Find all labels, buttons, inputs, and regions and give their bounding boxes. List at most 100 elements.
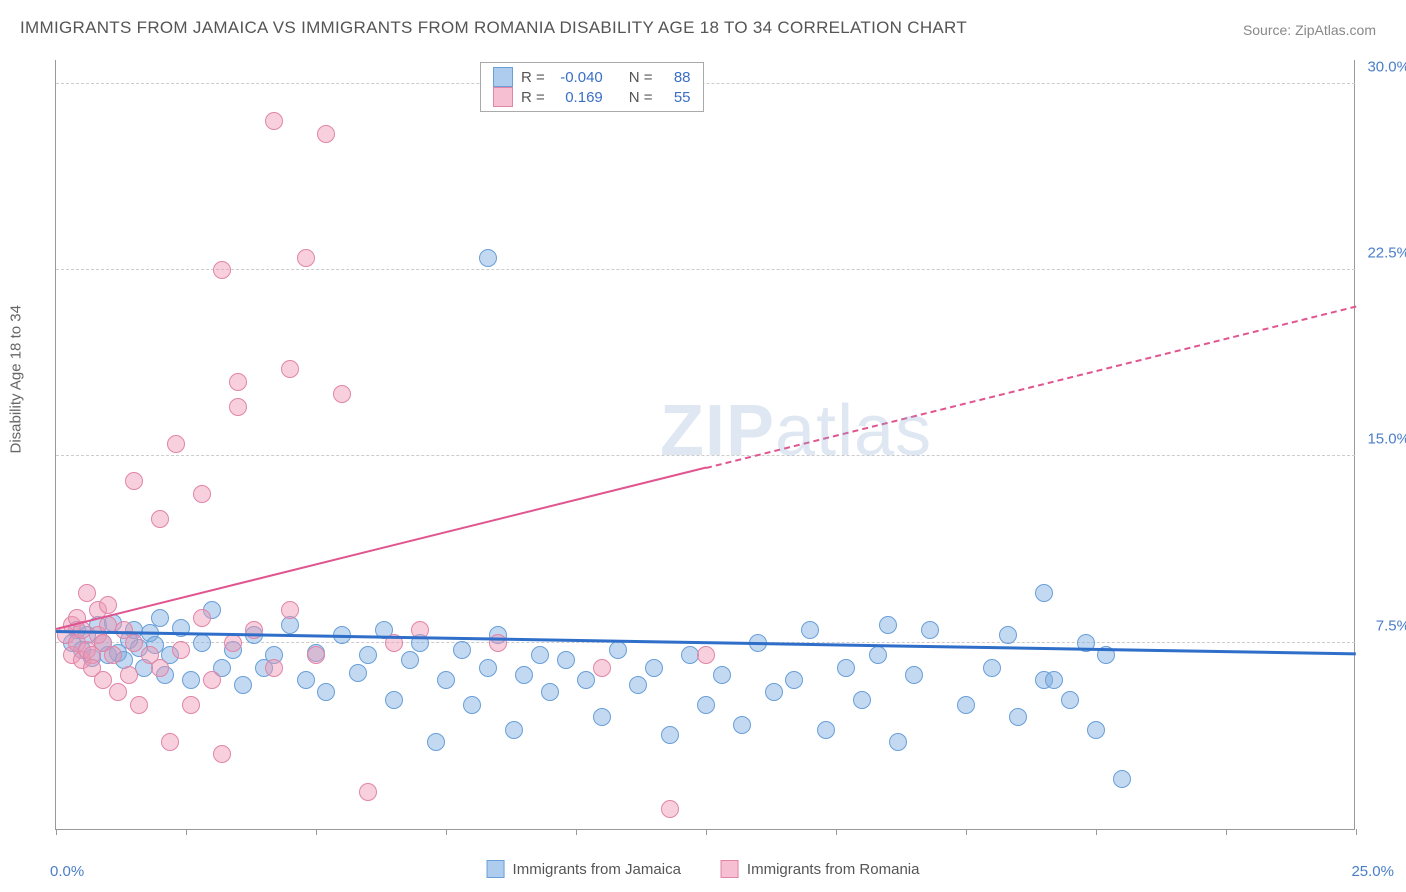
scatter-point [193, 485, 211, 503]
trendline [56, 467, 706, 630]
scatter-point [437, 671, 455, 689]
scatter-point [889, 733, 907, 751]
x-tick [446, 829, 447, 835]
scatter-point [733, 716, 751, 734]
scatter-point [817, 721, 835, 739]
scatter-point [999, 626, 1017, 644]
y-tick-label: 30.0% [1367, 58, 1406, 75]
scatter-point [281, 360, 299, 378]
scatter-point [385, 691, 403, 709]
scatter-plot-area: 7.5%15.0%22.5%30.0% [55, 60, 1355, 830]
scatter-point [1087, 721, 1105, 739]
scatter-point [151, 510, 169, 528]
scatter-point [172, 641, 190, 659]
y-tick-label: 15.0% [1367, 431, 1406, 448]
scatter-point [463, 696, 481, 714]
scatter-point [229, 398, 247, 416]
scatter-point [193, 634, 211, 652]
scatter-point [453, 641, 471, 659]
n-value-romania: 55 [661, 89, 691, 106]
scatter-point [1045, 671, 1063, 689]
x-tick [576, 829, 577, 835]
y-axis-label: Disability Age 18 to 34 [8, 305, 25, 453]
scatter-point [661, 800, 679, 818]
scatter-point [869, 646, 887, 664]
x-axis-max-label: 25.0% [1351, 863, 1394, 880]
legend-swatch-romania [721, 860, 739, 878]
x-tick [836, 829, 837, 835]
x-tick [316, 829, 317, 835]
scatter-point [307, 646, 325, 664]
plot-right-border [1354, 60, 1355, 829]
scatter-point [593, 659, 611, 677]
scatter-point [359, 783, 377, 801]
scatter-point [297, 671, 315, 689]
scatter-point [182, 696, 200, 714]
scatter-point [317, 683, 335, 701]
scatter-point [801, 621, 819, 639]
scatter-point [109, 683, 127, 701]
trendline [706, 305, 1356, 468]
scatter-point [541, 683, 559, 701]
x-tick [56, 829, 57, 835]
gridline [56, 269, 1355, 270]
correlation-legend: R = -0.040 N = 88 R = 0.169 N = 55 [480, 62, 704, 112]
scatter-point [265, 659, 283, 677]
source-attribution: Source: ZipAtlas.com [1243, 22, 1376, 38]
scatter-point [489, 634, 507, 652]
scatter-point [921, 621, 939, 639]
x-tick [966, 829, 967, 835]
r-label: R = [521, 89, 545, 106]
x-axis-origin-label: 0.0% [50, 863, 84, 880]
scatter-point [1113, 770, 1131, 788]
scatter-point [697, 696, 715, 714]
n-label: N = [629, 69, 653, 86]
scatter-point [661, 726, 679, 744]
scatter-point [281, 601, 299, 619]
y-tick-label: 7.5% [1376, 617, 1406, 634]
scatter-point [697, 646, 715, 664]
r-value-jamaica: -0.040 [553, 69, 603, 86]
x-tick [706, 829, 707, 835]
scatter-point [161, 733, 179, 751]
scatter-point [333, 385, 351, 403]
scatter-point [645, 659, 663, 677]
scatter-point [120, 666, 138, 684]
corr-swatch-jamaica [493, 67, 513, 87]
corr-swatch-romania [493, 87, 513, 107]
scatter-point [531, 646, 549, 664]
scatter-point [629, 676, 647, 694]
legend-item-romania: Immigrants from Romania [721, 860, 920, 878]
scatter-point [224, 634, 242, 652]
r-label: R = [521, 69, 545, 86]
gridline [56, 83, 1355, 84]
scatter-point [713, 666, 731, 684]
y-tick-label: 22.5% [1367, 245, 1406, 262]
scatter-point [99, 596, 117, 614]
scatter-point [401, 651, 419, 669]
legend-label-jamaica: Immigrants from Jamaica [513, 861, 681, 878]
scatter-point [182, 671, 200, 689]
scatter-point [125, 472, 143, 490]
scatter-point [167, 435, 185, 453]
correlation-row-jamaica: R = -0.040 N = 88 [493, 67, 691, 87]
gridline [56, 455, 1355, 456]
legend-item-jamaica: Immigrants from Jamaica [487, 860, 681, 878]
scatter-point [213, 745, 231, 763]
bottom-legend: Immigrants from Jamaica Immigrants from … [487, 860, 920, 878]
scatter-point [265, 112, 283, 130]
x-tick [1356, 829, 1357, 835]
scatter-point [905, 666, 923, 684]
chart-title: IMMIGRANTS FROM JAMAICA VS IMMIGRANTS FR… [20, 18, 967, 38]
scatter-point [1061, 691, 1079, 709]
scatter-point [515, 666, 533, 684]
scatter-point [151, 659, 169, 677]
scatter-point [577, 671, 595, 689]
scatter-point [505, 721, 523, 739]
x-tick [1096, 829, 1097, 835]
scatter-point [245, 621, 263, 639]
x-tick [1226, 829, 1227, 835]
scatter-point [229, 373, 247, 391]
scatter-point [1035, 584, 1053, 602]
n-label: N = [629, 89, 653, 106]
